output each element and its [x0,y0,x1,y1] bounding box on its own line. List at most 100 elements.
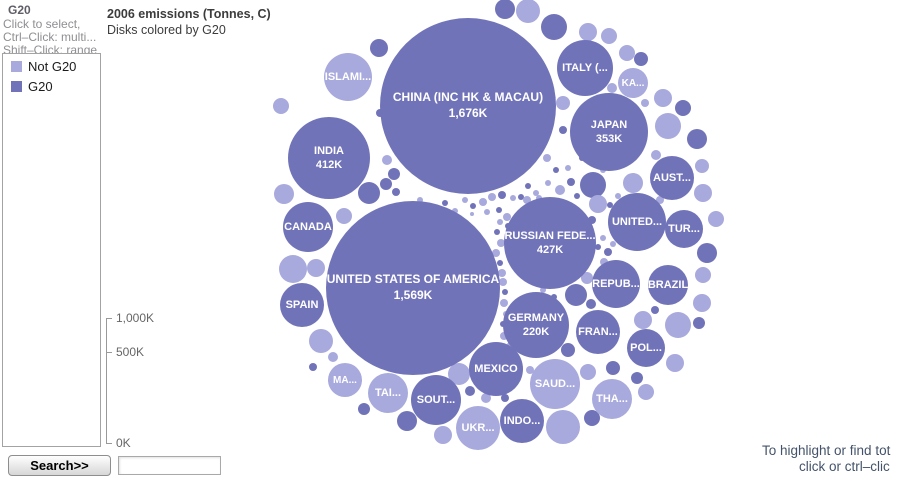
country-bubble-small[interactable] [484,209,490,215]
country-bubble-small[interactable] [358,403,370,415]
legend-listbox[interactable]: Not G20 G20 [2,53,101,447]
country-bubble-small[interactable] [607,202,613,208]
country-bubble-small[interactable] [694,184,712,202]
bubble-india[interactable]: INDIA 412K [288,117,370,199]
bubble-pol[interactable]: POL... [627,329,665,367]
country-bubble-small[interactable] [497,260,503,266]
country-bubble-small[interactable] [656,196,664,204]
country-bubble-small[interactable] [481,393,491,403]
legend-item-not-g20[interactable]: Not G20 [3,54,100,74]
country-bubble-small[interactable] [655,113,681,139]
country-bubble-small[interactable] [434,426,452,444]
bubble-saud[interactable]: SAUD... [530,359,580,409]
country-bubble-small[interactable] [580,364,596,380]
country-bubble-small[interactable] [546,410,580,444]
bubble-japan[interactable]: JAPAN 353K [570,93,648,171]
country-bubble-small[interactable] [561,343,575,357]
country-bubble-small[interactable] [666,354,684,372]
country-bubble-small[interactable] [382,155,392,165]
country-bubble-small[interactable] [708,211,724,227]
country-bubble-small[interactable] [651,150,661,160]
country-bubble-small[interactable] [638,384,654,400]
country-bubble-small[interactable] [502,289,508,295]
country-bubble-small[interactable] [634,52,648,66]
bubble-aust[interactable]: AUST... [650,156,694,200]
country-bubble-small[interactable] [579,23,597,41]
country-bubble-small[interactable] [543,154,551,162]
bubble-indo[interactable]: INDO... [500,399,544,443]
country-bubble-small[interactable] [516,0,540,23]
bubble-tur[interactable]: TUR... [665,210,703,248]
country-bubble-small[interactable] [574,193,580,199]
country-bubble-small[interactable] [545,180,551,186]
bubble-islami[interactable]: ISLAMI... [324,53,372,101]
country-bubble-small[interactable] [540,287,546,293]
country-bubble-small[interactable] [631,372,643,384]
country-bubble-small[interactable] [556,96,570,110]
country-bubble-small[interactable] [510,195,516,201]
country-bubble-small[interactable] [397,411,417,431]
country-bubble-small[interactable] [518,194,524,200]
country-bubble-small[interactable] [470,212,474,216]
country-bubble-small[interactable] [601,28,617,44]
country-bubble-small[interactable] [687,129,707,149]
country-bubble-small[interactable] [580,172,606,198]
bubble-mexico[interactable]: MEXICO [469,342,523,396]
country-bubble-small[interactable] [279,255,307,283]
country-bubble-small[interactable] [380,178,392,190]
bubble-fran[interactable]: FRAN... [576,310,620,354]
country-bubble-small[interactable] [697,243,717,263]
country-bubble-small[interactable] [503,213,511,221]
country-bubble-small[interactable] [309,329,333,353]
bubble-united[interactable]: UNITED... [608,193,666,251]
bubble-china-inc-hk-macau[interactable]: CHINA (INC HK & MACAU) 1,676K [380,18,556,194]
bubble-united-states-of-america[interactable]: UNITED STATES OF AMERICA 1,569K [326,201,500,375]
country-bubble-small[interactable] [465,386,475,396]
country-bubble-small[interactable] [604,248,612,256]
country-bubble-small[interactable] [541,14,567,40]
country-bubble-small[interactable] [499,278,507,286]
country-bubble-small[interactable] [693,294,711,312]
country-bubble-small[interactable] [567,178,575,186]
country-bubble-small[interactable] [565,165,571,171]
country-bubble-small[interactable] [470,203,476,209]
country-bubble-small[interactable] [497,239,505,247]
bubble-russian-fede[interactable]: RUSSIAN FEDE... 427K [504,197,596,289]
country-bubble-small[interactable] [417,197,423,203]
country-bubble-small[interactable] [634,311,652,329]
country-bubble-small[interactable] [336,208,352,224]
country-bubble-small[interactable] [665,312,691,338]
country-bubble-small[interactable] [309,363,317,371]
country-bubble-small[interactable] [584,410,600,426]
country-bubble-small[interactable] [595,244,601,250]
country-bubble-small[interactable] [695,159,709,173]
country-bubble-small[interactable] [675,100,691,116]
country-bubble-small[interactable] [488,193,496,201]
country-bubble-small[interactable] [273,98,289,114]
bubble-tai[interactable]: TAI... [368,373,408,413]
country-bubble-small[interactable] [274,184,294,204]
legend-item-g20[interactable]: G20 [3,74,100,94]
bubble-ka[interactable]: KA... [618,68,648,98]
bubble-italy[interactable]: ITALY (... [557,40,613,96]
country-bubble-small[interactable] [501,394,509,402]
search-button[interactable]: Search>> [8,455,111,476]
country-bubble-small[interactable] [695,267,711,283]
country-bubble-small[interactable] [588,216,596,224]
country-bubble-small[interactable] [496,207,502,213]
country-bubble-small[interactable] [559,126,567,134]
country-bubble-small[interactable] [526,366,534,374]
country-bubble-small[interactable] [462,197,468,203]
country-bubble-small[interactable] [442,200,448,206]
country-bubble-small[interactable] [610,241,616,247]
country-bubble-small[interactable] [495,0,515,19]
country-bubble-small[interactable] [589,195,607,213]
country-bubble-small[interactable] [448,363,470,385]
country-bubble-small[interactable] [392,188,400,196]
country-bubble-small[interactable] [693,317,705,329]
country-bubble-small[interactable] [492,249,500,257]
country-bubble-small[interactable] [307,259,325,277]
search-input[interactable] [118,456,221,475]
country-bubble-small[interactable] [533,190,539,196]
country-bubble-small[interactable] [619,45,635,61]
